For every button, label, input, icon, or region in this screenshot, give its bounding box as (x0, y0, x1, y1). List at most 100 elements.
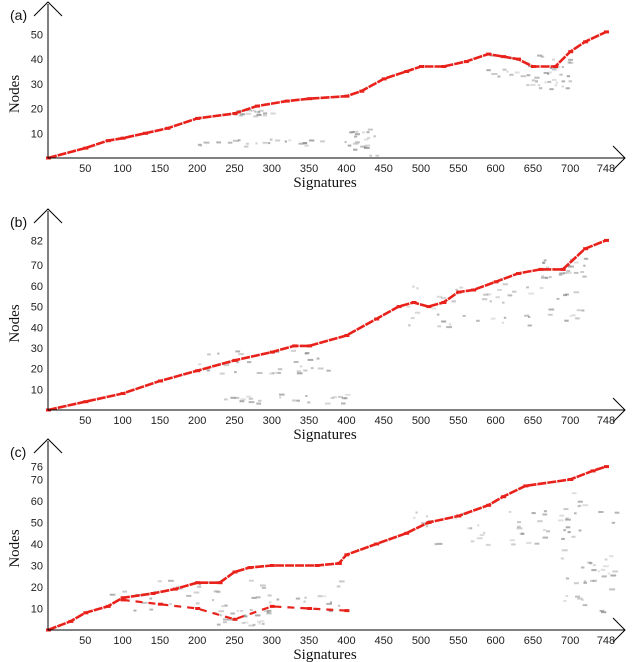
data-point (83, 400, 89, 404)
noise-mark (559, 73, 563, 76)
data-point (516, 272, 521, 275)
data-point (157, 379, 163, 383)
noise-mark (246, 109, 252, 112)
y-axis-arrow (33, 438, 63, 454)
data-point (269, 604, 275, 608)
noise-mark (558, 273, 563, 276)
noise-mark (520, 75, 527, 78)
noise-mark (347, 144, 352, 147)
noise-mark (551, 78, 557, 81)
data-point (463, 60, 469, 64)
noise-mark (565, 518, 571, 521)
data-point (120, 598, 126, 602)
noise-mark (589, 562, 593, 565)
noise-mark (367, 128, 373, 131)
noise-mark (512, 290, 517, 293)
noise-mark (157, 580, 162, 583)
noise-mark (508, 510, 512, 513)
data-point (292, 344, 298, 348)
noise-mark (583, 581, 587, 584)
noise-mark (239, 609, 244, 612)
data-point (486, 503, 492, 507)
noise-mark (573, 582, 579, 585)
x-tick-label: 300 (263, 415, 281, 427)
noise-mark (222, 621, 227, 624)
noise-mark (109, 593, 116, 596)
data-point (232, 617, 238, 621)
noise-mark (238, 353, 244, 356)
noise-mark (543, 72, 549, 74)
noise-mark (339, 580, 345, 583)
noise-mark (177, 587, 184, 590)
noise-mark (268, 372, 275, 375)
noise-mark (542, 261, 546, 264)
data-point (396, 305, 402, 309)
noise-mark (410, 317, 415, 320)
data-point (604, 465, 609, 469)
noise-mark (517, 525, 521, 528)
noise-mark (197, 585, 202, 588)
noise-mark (248, 401, 255, 404)
x-tick-label: 400 (337, 635, 355, 647)
noise-mark (186, 594, 192, 597)
x-tick-label: 100 (113, 163, 131, 175)
x-tick-label: 150 (151, 163, 169, 175)
noise-mark (360, 145, 365, 148)
noise-mark (354, 135, 358, 138)
noise-mark (251, 109, 256, 112)
x-axis-arrow (612, 397, 626, 423)
noise-mark (197, 143, 202, 146)
noise-mark (511, 543, 516, 546)
noise-mark (516, 527, 523, 530)
noise-mark (564, 319, 569, 322)
noise-mark (213, 590, 220, 593)
data-point (426, 305, 432, 309)
noise-mark (597, 570, 600, 573)
x-tick-label: 748 (597, 163, 615, 175)
data-point (195, 369, 201, 373)
noise-mark (574, 512, 577, 515)
chart-panel-1: (a) 50 100 150 200 250 300 350 400 450 500 550 600 65… (7, 1, 626, 191)
noise-mark (486, 69, 491, 72)
data-point (83, 146, 89, 150)
noise-mark (275, 139, 281, 142)
y-tick-label: 82 (31, 235, 43, 247)
noise-mark (451, 300, 456, 303)
noise-mark (217, 352, 220, 355)
noise-mark (567, 61, 572, 64)
noise-mark (317, 367, 324, 370)
data-point (568, 50, 574, 54)
noise-mark (541, 276, 547, 279)
noise-mark (441, 320, 447, 323)
noise-mark (601, 575, 607, 578)
noise-mark (249, 609, 253, 611)
data-point (344, 609, 350, 613)
noise-mark (603, 565, 609, 568)
noise-mark (317, 595, 323, 598)
noise-mark (258, 399, 262, 402)
data-point (344, 334, 350, 337)
noise-mark (244, 145, 249, 148)
noise-mark (526, 84, 530, 87)
noise-mark (288, 139, 292, 142)
y-tick-label: 10 (31, 384, 43, 396)
noise-mark (554, 84, 558, 87)
noise-mark (582, 275, 587, 278)
noise-mark (341, 402, 346, 405)
series-line-path (47, 239, 607, 412)
noise-mark (540, 55, 545, 58)
noise-mark (583, 257, 589, 260)
noise-mark (239, 400, 245, 403)
noise-mark (543, 510, 547, 513)
noise-mark (320, 140, 325, 143)
x-tick-label: 300 (263, 163, 281, 175)
noise-mark (168, 579, 174, 582)
x-tick-label: 700 (561, 163, 579, 175)
noise-mark (611, 521, 616, 524)
panel-label: (a) (10, 7, 27, 23)
noise-mark (517, 521, 522, 524)
x-tick-label: 200 (188, 415, 206, 427)
noise-mark (303, 600, 306, 603)
noise-mark (279, 393, 285, 396)
noise-mark (547, 72, 550, 75)
